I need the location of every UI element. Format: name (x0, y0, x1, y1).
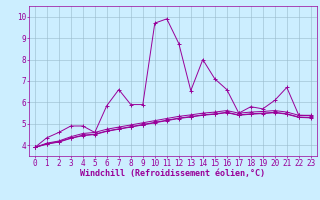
X-axis label: Windchill (Refroidissement éolien,°C): Windchill (Refroidissement éolien,°C) (80, 169, 265, 178)
